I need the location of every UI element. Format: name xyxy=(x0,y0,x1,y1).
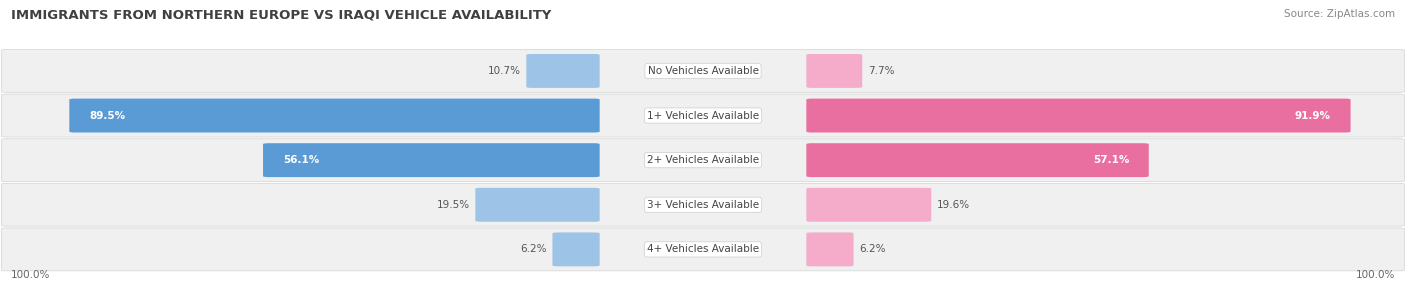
Text: No Vehicles Available: No Vehicles Available xyxy=(648,66,758,76)
Text: 91.9%: 91.9% xyxy=(1295,111,1331,120)
Text: 100.0%: 100.0% xyxy=(1355,270,1395,279)
Text: Source: ZipAtlas.com: Source: ZipAtlas.com xyxy=(1284,9,1395,19)
Text: 7.7%: 7.7% xyxy=(868,66,894,76)
Text: 19.5%: 19.5% xyxy=(437,200,470,210)
FancyBboxPatch shape xyxy=(807,99,1351,132)
FancyBboxPatch shape xyxy=(1,49,1405,92)
FancyBboxPatch shape xyxy=(1,228,1405,271)
Text: 1+ Vehicles Available: 1+ Vehicles Available xyxy=(647,111,759,120)
FancyBboxPatch shape xyxy=(1,139,1405,182)
Text: IMMIGRANTS FROM NORTHERN EUROPE VS IRAQI VEHICLE AVAILABILITY: IMMIGRANTS FROM NORTHERN EUROPE VS IRAQI… xyxy=(11,9,551,21)
Text: 100.0%: 100.0% xyxy=(11,270,51,279)
FancyBboxPatch shape xyxy=(807,54,862,88)
Text: 3+ Vehicles Available: 3+ Vehicles Available xyxy=(647,200,759,210)
Text: 4+ Vehicles Available: 4+ Vehicles Available xyxy=(647,245,759,254)
FancyBboxPatch shape xyxy=(553,233,599,266)
Text: 2+ Vehicles Available: 2+ Vehicles Available xyxy=(647,155,759,165)
FancyBboxPatch shape xyxy=(263,143,599,177)
Text: 6.2%: 6.2% xyxy=(520,245,547,254)
FancyBboxPatch shape xyxy=(475,188,599,222)
FancyBboxPatch shape xyxy=(1,183,1405,226)
FancyBboxPatch shape xyxy=(807,233,853,266)
Text: 10.7%: 10.7% xyxy=(488,66,520,76)
FancyBboxPatch shape xyxy=(807,143,1149,177)
FancyBboxPatch shape xyxy=(807,188,931,222)
FancyBboxPatch shape xyxy=(1,94,1405,137)
FancyBboxPatch shape xyxy=(69,99,599,132)
Text: 57.1%: 57.1% xyxy=(1092,155,1129,165)
Text: 19.6%: 19.6% xyxy=(936,200,970,210)
Text: 6.2%: 6.2% xyxy=(859,245,886,254)
Text: 56.1%: 56.1% xyxy=(283,155,319,165)
Text: 89.5%: 89.5% xyxy=(89,111,125,120)
FancyBboxPatch shape xyxy=(526,54,599,88)
